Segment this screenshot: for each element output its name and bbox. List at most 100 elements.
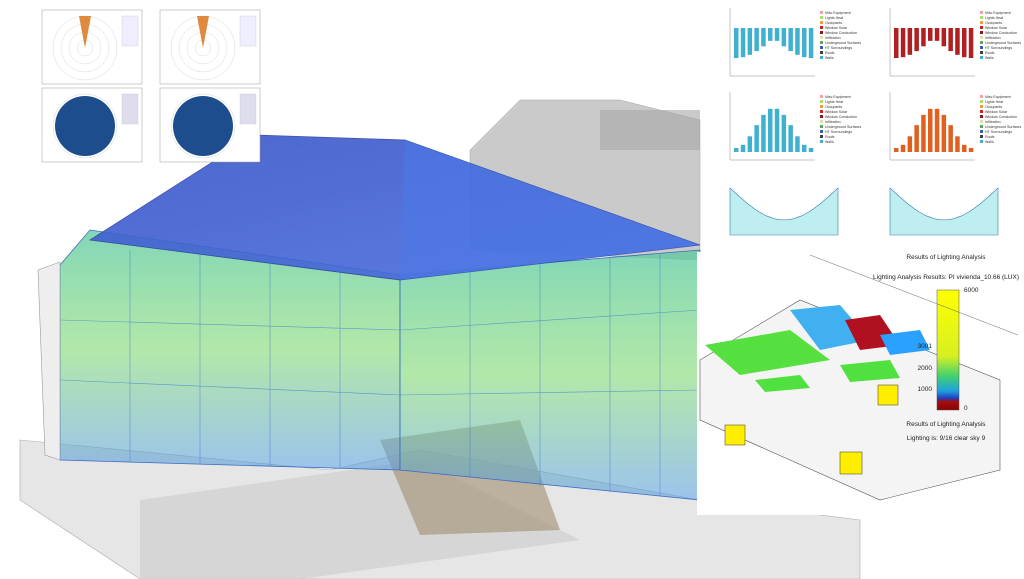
legend-label: Occupants xyxy=(985,21,1002,25)
bar-deco xyxy=(921,28,926,47)
legend-swatch xyxy=(980,41,983,44)
polygon-shape xyxy=(37,261,61,461)
legend-label: Roofs xyxy=(825,51,835,55)
bar-deco xyxy=(754,28,759,52)
bar-deco xyxy=(761,114,766,152)
legend-swatch xyxy=(980,130,983,133)
legend-label: Underground Surfaces xyxy=(985,41,1021,45)
line-shape xyxy=(59,379,401,396)
lighting-caption: Results of Lighting Analysis xyxy=(906,421,986,428)
bar-deco xyxy=(747,28,753,55)
legend-label: HT Surroundings xyxy=(985,130,1012,134)
polar-legend xyxy=(239,15,257,47)
legend-swatch xyxy=(980,16,983,19)
scale-label: 2000 xyxy=(918,365,933,372)
bar-deco xyxy=(955,28,960,55)
bar-deco xyxy=(754,125,759,152)
legend-label: Roofs xyxy=(985,135,995,139)
bar-deco xyxy=(948,28,953,52)
bar-deco xyxy=(795,136,800,152)
legend-label: Window Conduction xyxy=(985,31,1017,35)
bar-deco xyxy=(934,28,940,41)
legend-swatch xyxy=(820,140,823,143)
polygon-shape xyxy=(790,305,870,350)
legend-label: Walls xyxy=(985,56,994,60)
bar-deco xyxy=(914,125,919,152)
bar-deco xyxy=(734,28,739,58)
legend-label: Underground Surfaces xyxy=(985,125,1021,129)
legend-swatch xyxy=(980,120,983,123)
legend-swatch xyxy=(980,46,983,49)
legend-label: Roofs xyxy=(985,51,995,55)
legend-swatch xyxy=(820,100,823,103)
bar-deco xyxy=(747,136,753,152)
legend-label: Occupants xyxy=(825,105,842,109)
bar-deco xyxy=(894,28,899,58)
legend-swatch xyxy=(820,95,823,98)
bar-deco xyxy=(955,136,960,152)
bar-deco xyxy=(740,28,746,58)
polar-fill xyxy=(197,16,209,48)
bar-deco xyxy=(934,108,940,152)
rect-shape xyxy=(877,384,899,406)
legend-swatch xyxy=(820,31,823,34)
line-shape xyxy=(399,309,701,331)
rect-shape xyxy=(724,424,746,446)
legend-label: Lights Heat xyxy=(985,100,1003,104)
polygon-shape xyxy=(840,360,900,382)
legend-swatch xyxy=(820,36,823,39)
legend-swatch xyxy=(820,11,823,14)
polygon-shape xyxy=(600,110,700,150)
line-shape xyxy=(59,319,401,331)
legend-swatch xyxy=(980,26,983,29)
polygon-shape xyxy=(400,140,700,280)
legend-swatch xyxy=(820,16,823,19)
legend-swatch xyxy=(820,115,823,118)
legend-swatch xyxy=(820,135,823,138)
bar-deco xyxy=(761,28,766,47)
bar-deco xyxy=(968,28,974,58)
legend-label: Infiltration xyxy=(985,120,1001,124)
lighting-panel: Results of Lighting Analysis Lighting An… xyxy=(697,252,1024,515)
bar-deco xyxy=(808,28,814,58)
legend-label: Occupants xyxy=(985,105,1002,109)
legend-swatch xyxy=(820,105,823,108)
bar-deco xyxy=(900,28,906,58)
legend-label: Walls xyxy=(825,140,834,144)
polygon-shape xyxy=(755,375,810,392)
legend-label: Lights Heat xyxy=(825,16,843,20)
legend-swatch xyxy=(980,115,983,118)
bar-deco xyxy=(928,28,933,41)
legend-swatch xyxy=(980,110,983,113)
rect-shape xyxy=(936,289,960,411)
legend-label: Misc Equipment xyxy=(985,11,1011,15)
scale-label: 0 xyxy=(964,405,968,412)
legend-label: Window Conduction xyxy=(825,31,857,35)
bar-deco xyxy=(768,108,773,152)
legend-label: Infiltration xyxy=(985,36,1001,40)
bar-deco xyxy=(907,136,913,152)
legend-swatch xyxy=(820,46,823,49)
bar-deco xyxy=(968,148,974,152)
legend-swatch xyxy=(980,56,983,59)
rect-shape xyxy=(839,451,863,475)
polar-legend xyxy=(121,93,139,125)
bar-deco xyxy=(808,148,814,152)
bar-deco xyxy=(962,28,967,58)
bar-deco xyxy=(802,28,807,58)
bar-deco xyxy=(768,28,773,41)
g-shape xyxy=(59,250,701,496)
bar-deco xyxy=(948,125,953,152)
bar-deco xyxy=(921,114,926,152)
scale-label: 3001 xyxy=(918,343,933,350)
legend-swatch xyxy=(820,130,823,133)
legend-label: Lights Heat xyxy=(985,16,1003,20)
polar-fill xyxy=(55,96,115,156)
legend-label: Lights Heat xyxy=(825,100,843,104)
legend-label: Underground Surfaces xyxy=(825,41,861,45)
legend-label: Walls xyxy=(985,140,994,144)
legend-label: Infiltration xyxy=(825,36,841,40)
